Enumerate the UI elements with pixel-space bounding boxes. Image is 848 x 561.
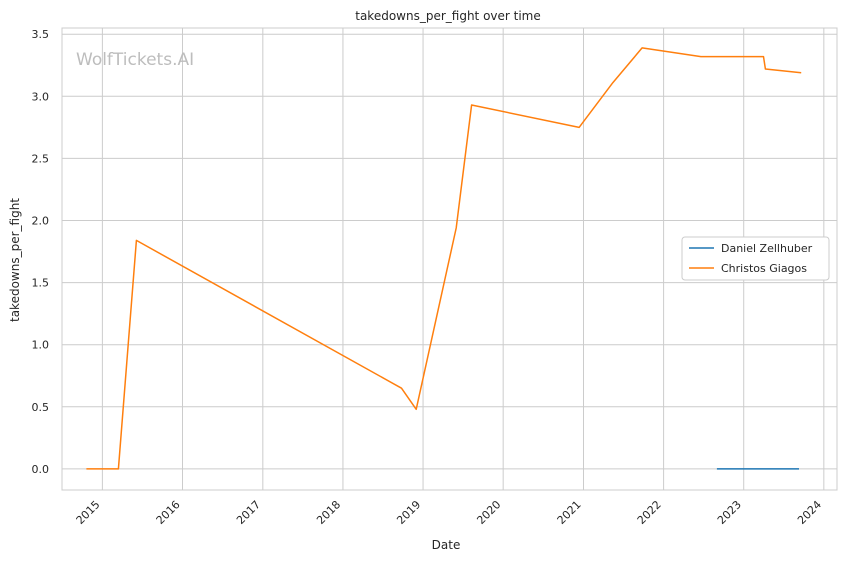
x-tick-label: 2016 [154,498,183,527]
legend-label-christos-giagos: Christos Giagos [721,262,807,275]
x-tick-label: 2022 [635,498,664,527]
y-tick-label: 3.0 [32,90,50,103]
legend: Daniel Zellhuber Christos Giagos [681,236,830,281]
series-line-christos-giagos [86,47,802,470]
y-tick-label: 1.0 [32,339,50,352]
x-tick-label: 2018 [314,498,343,527]
x-axis-label: Date [432,538,461,552]
y-axis-label: takedowns_per_fight [8,198,22,322]
y-tick-label: 1.5 [32,277,50,290]
x-tick-label: 2020 [474,498,503,527]
series-lines [86,47,802,470]
x-axis-ticks: 2015 2016 2017 2018 2019 2020 2021 2022 2023 2024 [74,498,824,527]
x-tick-label: 2019 [394,498,423,527]
legend-box [681,236,830,281]
watermark: WolfTickets.AI [76,50,194,70]
y-tick-label: 0.5 [32,401,50,414]
y-axis-ticks: 0.0 0.5 1.0 1.5 2.0 2.5 3.0 3.5 [32,28,50,476]
x-tick-label: 2021 [555,498,584,527]
y-tick-label: 0.0 [32,463,50,476]
y-tick-label: 2.0 [32,215,50,228]
x-tick-label: 2024 [795,498,824,527]
x-tick-label: 2017 [234,498,263,527]
x-tick-label: 2015 [74,498,103,527]
x-tick-label: 2023 [715,498,744,527]
y-tick-label: 3.5 [32,28,50,41]
legend-label-daniel-zellhuber: Daniel Zellhuber [721,242,813,255]
chart-title: takedowns_per_fight over time [355,9,541,23]
y-tick-label: 2.5 [32,152,50,165]
